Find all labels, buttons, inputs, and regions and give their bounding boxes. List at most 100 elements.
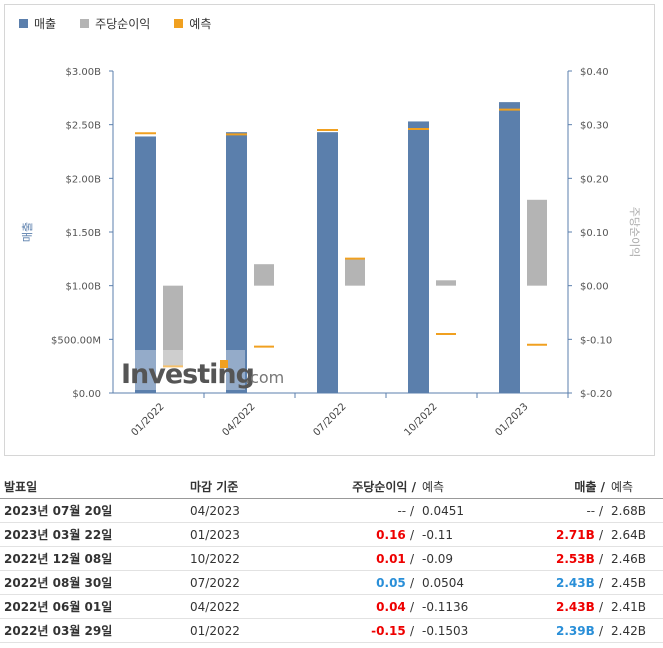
revenue-slash: / (598, 503, 603, 518)
legend-swatch-revenue (19, 19, 28, 28)
eps-forecast-cell: -0.09 (418, 546, 521, 571)
period-cell: 07/2022 (186, 570, 289, 595)
revenue-forecast-cell: 2.46B (607, 546, 663, 571)
table-row: 2022년 08월 30일 07/2022 0.05 /0.0504 2.43B /2… (0, 570, 663, 595)
legend-item-forecast[interactable]: 예측 (174, 15, 211, 32)
revenue-forecast-cell: 2.68B (607, 498, 663, 523)
eps-cell: 0.04 / (289, 594, 418, 619)
col-header-eps-forecast[interactable]: 예측 (418, 474, 521, 499)
eps-slash: / (409, 623, 414, 638)
revenue-bar (226, 132, 247, 393)
right-tick-label: $0.10 (580, 228, 609, 239)
revenue-value: 2.43B (556, 599, 595, 614)
revenue-value: 2.39B (556, 623, 595, 638)
date-cell: 2022년 03월 29일 (0, 618, 186, 643)
revenue-cell: -- / (521, 498, 607, 523)
revenue-cell: 2.39B / (521, 618, 607, 643)
x-tick-label: 04/2022 (220, 401, 257, 438)
eps-cell: -0.15 / (289, 618, 418, 643)
date-cell: 2022년 06월 01일 (0, 594, 186, 619)
chart-plot: $0.00 $500.00M $1.00B $1.50B $2.00B $2.50B $3.… (21, 67, 641, 438)
date-cell: 2023년 07월 20일 (0, 498, 186, 523)
legend-swatch-eps (80, 19, 90, 28)
revenue-forecast-cell: 2.64B (607, 522, 663, 547)
legend-swatch-forecast (174, 19, 184, 28)
eps-bar (436, 280, 456, 286)
table-body: 2023년 07월 20일 04/2023 -- /0.0451 -- /2.68B 2… (0, 498, 663, 643)
left-axis-title: 매출 (21, 222, 34, 242)
left-tick-label: $1.50B (66, 228, 102, 239)
col-header-revenue-forecast[interactable]: 예측 (607, 474, 663, 499)
revenue-forecast-cell: 2.41B (607, 594, 663, 619)
revenue-bar (317, 132, 338, 393)
watermark-suffix: .com (245, 368, 284, 387)
table-row: 2022년 06월 01일 04/2022 0.04 /-0.1136 2.43B /… (0, 594, 663, 619)
table-row: 2023년 03월 22일 01/2023 0.16 /-0.11 2.71B /2.… (0, 522, 663, 547)
watermark-backdrop (117, 350, 245, 390)
eps-value: -0.15 (371, 623, 406, 638)
right-axis-title: 주당순이익 (628, 207, 641, 258)
col-header-date[interactable]: 발표일 (0, 474, 186, 499)
eps-bar (527, 199, 547, 286)
eps-cell: 0.05 / (289, 570, 418, 595)
table-row: 2023년 07월 20일 04/2023 -- /0.0451 -- /2.68B (0, 498, 663, 523)
legend-label-revenue: 매출 (34, 17, 57, 31)
legend-item-revenue[interactable]: 매출 (19, 15, 56, 32)
right-tick-label: $0.40 (580, 67, 609, 78)
eps-forecast-cell: 0.0504 (418, 570, 521, 595)
revenue-bar (499, 102, 520, 394)
eps-value: 0.16 (376, 527, 406, 542)
x-tick-label: 10/2022 (402, 401, 439, 438)
x-tick-label: 01/2022 (129, 401, 166, 438)
right-tick-label: $-0.10 (580, 335, 612, 346)
legend-label-eps: 주당순이익 (95, 17, 151, 31)
revenue-value: -- (586, 503, 596, 518)
right-tick-label: $0.20 (580, 174, 609, 185)
watermark-logo-mark (220, 360, 228, 368)
x-tick-label: 07/2022 (311, 401, 348, 438)
date-cell: 2022년 08월 30일 (0, 570, 186, 595)
eps-bar (345, 258, 365, 286)
col-header-revenue-label: 매출 (574, 479, 597, 494)
left-tick-label: $500.00M (51, 335, 101, 346)
eps-cell: -- / (289, 498, 418, 523)
table-row: 2022년 12월 08일 10/2022 0.01 /-0.09 2.53B /2.… (0, 546, 663, 571)
earnings-table: 발표일 마감 기준 주당순이익 / 예측 매출 / 예측 2023년 07월 2… (0, 474, 663, 643)
legend-item-eps[interactable]: 주당순이익 (80, 15, 150, 32)
right-tick-label: $-0.20 (580, 389, 612, 400)
revenue-cell: 2.71B / (521, 522, 607, 547)
eps-slash: / (409, 551, 414, 566)
col-header-period[interactable]: 마감 기준 (186, 474, 289, 499)
col-header-eps-label: 주당순이익 (352, 479, 408, 494)
revenue-slash: / (598, 551, 603, 566)
legend-label-forecast: 예측 (189, 17, 212, 31)
revenue-cell: 2.53B / (521, 546, 607, 571)
eps-value: 0.05 (376, 575, 406, 590)
col-header-eps-slash: / (411, 479, 416, 494)
left-tick-label: $1.00B (66, 282, 102, 293)
left-tick-label: $2.00B (66, 174, 102, 185)
revenue-slash: / (598, 527, 603, 542)
date-cell: 2023년 03월 22일 (0, 522, 186, 547)
earnings-chart: 매출 주당순이익 예측 $0.00 $500.00M $1.00B $1.50B $2.… (4, 4, 655, 456)
eps-cell: 0.01 / (289, 546, 418, 571)
eps-slash: / (409, 575, 414, 590)
eps-slash: / (409, 599, 414, 614)
eps-bar (163, 285, 183, 367)
col-header-eps[interactable]: 주당순이익 / (289, 474, 418, 499)
revenue-slash: / (598, 575, 603, 590)
revenue-forecast-cell: 2.42B (607, 618, 663, 643)
eps-value: 0.04 (376, 599, 406, 614)
revenue-bar (408, 121, 429, 394)
eps-forecast-cell: -0.1503 (418, 618, 521, 643)
eps-bar (254, 264, 274, 286)
revenue-bar (135, 136, 156, 393)
period-cell: 01/2023 (186, 522, 289, 547)
revenue-value: 2.71B (556, 527, 595, 542)
eps-slash: / (409, 503, 414, 518)
revenue-slash: / (598, 623, 603, 638)
eps-forecast-cell: 0.0451 (418, 498, 521, 523)
col-header-revenue[interactable]: 매출 / (521, 474, 607, 499)
eps-slash: / (409, 527, 414, 542)
right-tick-label: $0.00 (580, 282, 609, 293)
